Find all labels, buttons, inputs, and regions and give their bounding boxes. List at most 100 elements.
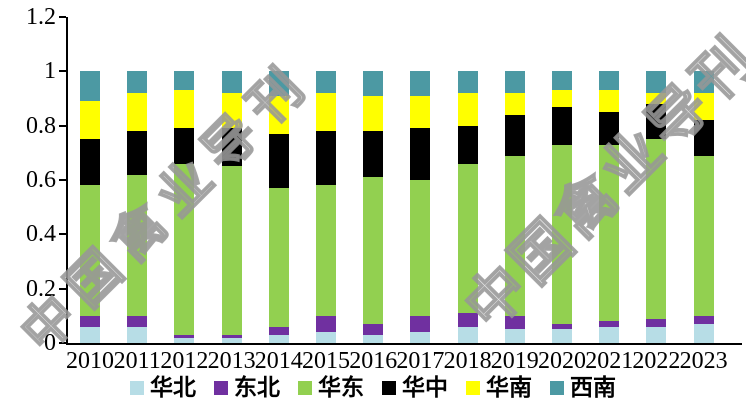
bar-segment-华南-2021 [599,90,620,113]
bar-segment-华中-2020 [552,106,572,145]
bar-segment-华中-2023 [693,120,714,156]
bar-segment-华中-2015 [316,131,336,186]
x-category-label: 2010 [66,348,114,374]
bar-segment-华中-2011 [127,131,148,175]
bar-segment-西南-2020 [552,71,572,91]
bar-segment-西南-2022 [646,71,667,94]
bar-segment-华东-2016 [363,177,384,324]
bar-segment-华北-2018 [457,326,478,343]
y-tick-mark [59,287,66,290]
x-category-label: 2017 [396,348,445,374]
bar-segment-华南-2017 [410,95,431,129]
x-axis-line [66,343,742,345]
x-category-label: 2021 [585,348,634,374]
bar-segment-华东-2017 [410,179,431,316]
legend-label: 东北 [234,375,280,400]
bar-segment-西南-2017 [410,71,431,96]
bar-segment-东北-2010 [80,315,100,327]
bar-segment-东北-2021 [599,321,620,327]
bar-segment-东北-2018 [457,313,478,327]
bar-segment-华北-2017 [410,332,431,343]
bar-segment-华中-2016 [363,131,384,178]
y-tick-label: 1 [44,58,56,85]
legend-swatch-icon [550,380,564,395]
bar-segment-西南-2013 [221,71,242,94]
bar-segment-华南-2019 [504,93,525,115]
bar-segment-华中-2021 [599,112,620,145]
bar-segment-华北-2021 [599,326,620,343]
bar-segment-华中-2013 [221,128,242,167]
bar-segment-华中-2010 [80,139,100,186]
legend-item-华南: 华南 [466,376,532,399]
bar-segment-华南-2022 [646,93,667,104]
bar-segment-东北-2017 [410,315,431,333]
x-category-label: 2023 [679,348,728,374]
chart-legend: 华北 东北 华东 华中 华南 西南 [0,376,746,399]
y-tick-label: 0.8 [26,112,56,139]
bar-segment-华北-2013 [221,337,242,343]
bar-segment-西南-2018 [457,71,478,94]
legend-label: 华中 [402,375,448,400]
bar-segment-华东-2022 [646,139,667,319]
legend-swatch-icon [214,380,228,395]
bar-segment-东北-2011 [127,315,148,327]
x-category-label: 2020 [538,348,586,374]
bar-segment-华东-2010 [80,185,100,316]
y-tick-mark [59,342,66,344]
bar-segment-华南-2014 [268,95,289,134]
x-category-label: 2015 [302,348,350,374]
bar-segment-西南-2011 [127,71,148,94]
x-category-label: 2014 [254,348,303,374]
bar-segment-华东-2021 [599,144,620,322]
bar-segment-东北-2015 [316,315,336,333]
y-axis-line [66,17,68,345]
bar-segment-华南-2011 [127,93,148,132]
legend-item-东北: 东北 [214,376,280,399]
bar-segment-西南-2019 [504,71,525,94]
bar-segment-西南-2016 [363,71,384,96]
bar-segment-华南-2020 [552,90,572,107]
y-tick-mark [59,15,66,18]
bar-segment-东北-2016 [363,323,384,335]
legend-swatch-icon [382,380,396,395]
bar-segment-华南-2013 [221,93,242,129]
bar-segment-华北-2016 [363,334,384,343]
bar-segment-东北-2020 [552,323,572,330]
y-tick-label: 0.2 [26,275,56,302]
y-tick-mark [59,233,66,236]
bar-segment-华东-2020 [552,144,572,324]
bar-segment-西南-2021 [599,71,620,91]
bar-segment-西南-2010 [80,71,100,102]
legend-label: 华东 [318,375,364,400]
bar-segment-华东-2023 [693,155,714,316]
bar-segment-华东-2011 [127,174,148,316]
bar-segment-东北-2019 [504,315,525,330]
bar-segment-华南-2012 [174,90,195,129]
bar-segment-华中-2012 [174,128,195,164]
y-tick-mark [59,178,66,181]
bar-segment-华东-2015 [316,185,336,316]
bar-segment-华北-2015 [316,332,336,343]
x-category-label: 2019 [490,348,539,374]
x-category-label: 2011 [113,348,161,374]
legend-swatch-icon [298,380,312,395]
bar-segment-华北-2019 [504,329,525,343]
bar-segment-华东-2012 [174,163,195,335]
legend-item-华中: 华中 [382,376,448,399]
bar-segment-华南-2015 [316,93,336,132]
bar-segment-华中-2018 [457,125,478,164]
bar-segment-华南-2016 [363,95,384,132]
bar-segment-西南-2023 [693,71,714,94]
bar-segment-西南-2014 [268,71,289,96]
bar-segment-西南-2012 [174,71,195,91]
legend-label: 西南 [570,375,616,400]
bar-segment-华北-2022 [646,326,667,343]
bar-segment-华北-2012 [174,337,195,343]
bar-segment-华东-2013 [221,166,242,335]
x-category-label: 2013 [207,348,256,374]
x-category-label: 2018 [443,348,492,374]
bar-segment-华北-2011 [127,326,148,343]
bar-segment-华东-2019 [504,155,525,316]
legend-item-华东: 华东 [298,376,364,399]
